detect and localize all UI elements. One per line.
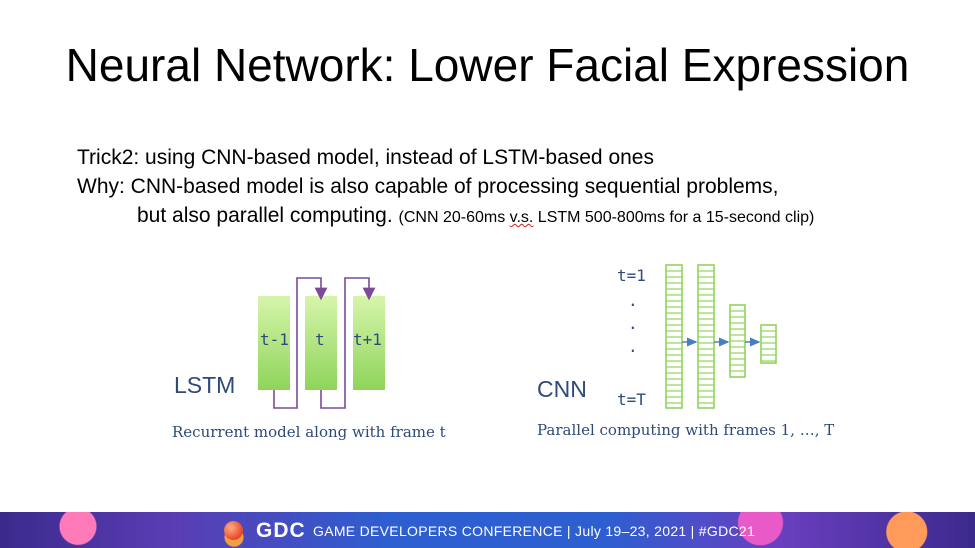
cnn-layer-4 <box>760 324 777 364</box>
bullet-why-cont-text: but also parallel computing. <box>137 204 393 227</box>
gdc-footer-banner: GDC GAME DEVELOPERS CONFERENCE | July 19… <box>0 512 975 548</box>
cnn-ellipsis-dot-3: . <box>628 337 638 356</box>
cnn-label: CNN <box>537 376 587 402</box>
lstm-frame-box-current <box>305 296 337 390</box>
timing-note: (CNN 20-60ms v.s. LSTM 500-800ms for a 1… <box>399 209 815 226</box>
lstm-caption: Recurrent model along with frame t <box>172 423 446 441</box>
timing-note-vs: v.s. <box>509 209 534 226</box>
slide-title: Neural Network: Lower Facial Expression <box>65 39 910 91</box>
gdc-logo: GDC <box>256 519 306 542</box>
bullet-trick: Trick2: using CNN-based model, instead o… <box>77 146 654 169</box>
timing-note-pre: (CNN 20-60ms <box>398 209 510 226</box>
cnn-ellipsis-dot-1: . <box>628 291 638 310</box>
bullet-why-continued: but also parallel computing. (CNN 20-60m… <box>137 204 814 228</box>
cnn-time-end: t=T <box>617 390 646 409</box>
lstm-frame-label-prev: t-1 <box>260 330 289 349</box>
lstm-frame-box-prev <box>258 296 290 390</box>
lstm-loop-1 <box>273 277 328 409</box>
lstm-frame-label-current: t <box>315 330 325 349</box>
lstm-frame-label-next: t+1 <box>353 330 382 349</box>
gdc-orb-icon <box>224 521 243 540</box>
timing-note-post: LSTM 500-800ms for a 15-second clip) <box>533 209 815 226</box>
gdc-conference-text: GAME DEVELOPERS CONFERENCE | July 19–23,… <box>313 523 756 539</box>
cnn-ellipsis-dot-2: . <box>628 314 638 333</box>
bullet-why: Why: CNN-based model is also capable of … <box>77 175 779 198</box>
lstm-label: LSTM <box>174 372 236 398</box>
lstm-frame-box-next <box>353 296 385 390</box>
cnn-caption: Parallel computing with frames 1, …, T <box>537 421 835 439</box>
cnn-time-start: t=1 <box>617 266 646 285</box>
lstm-loop-2 <box>320 277 376 409</box>
